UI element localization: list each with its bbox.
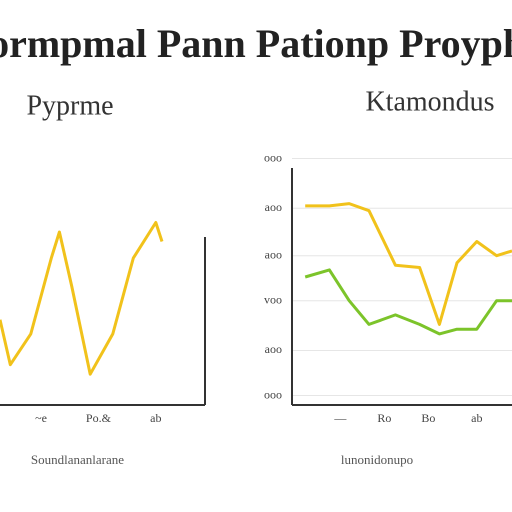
x-axis-label: lunonidonupo [341, 452, 413, 467]
x-tick-label: Bo [421, 411, 435, 425]
line-series [305, 202, 512, 326]
x-tick-label: ab [471, 411, 482, 425]
x-tick-label: ab [150, 411, 161, 425]
line-series [304, 268, 512, 336]
y-tick-label: aoo [265, 342, 282, 356]
y-tick-label: aoo [265, 200, 282, 214]
y-tick-label: ooo [264, 387, 282, 401]
x-tick-label: — [333, 411, 347, 425]
x-tick-label: Ro [377, 411, 391, 425]
chart-subtitle: Ktamondus [365, 86, 494, 117]
y-tick-label: voo [264, 292, 282, 306]
y-tick-label: ooo [264, 150, 282, 164]
page-title: Pormpmal Pann Pationp Proyphp [0, 21, 512, 66]
x-tick-label: Po.& [86, 411, 112, 425]
chart-subtitle: Pyprme [26, 90, 113, 121]
y-tick-label: aoo [265, 247, 282, 261]
line-series [0, 221, 164, 376]
x-tick-label: ~e [35, 411, 47, 425]
x-axis-label: Soundlananlarane [31, 452, 124, 467]
